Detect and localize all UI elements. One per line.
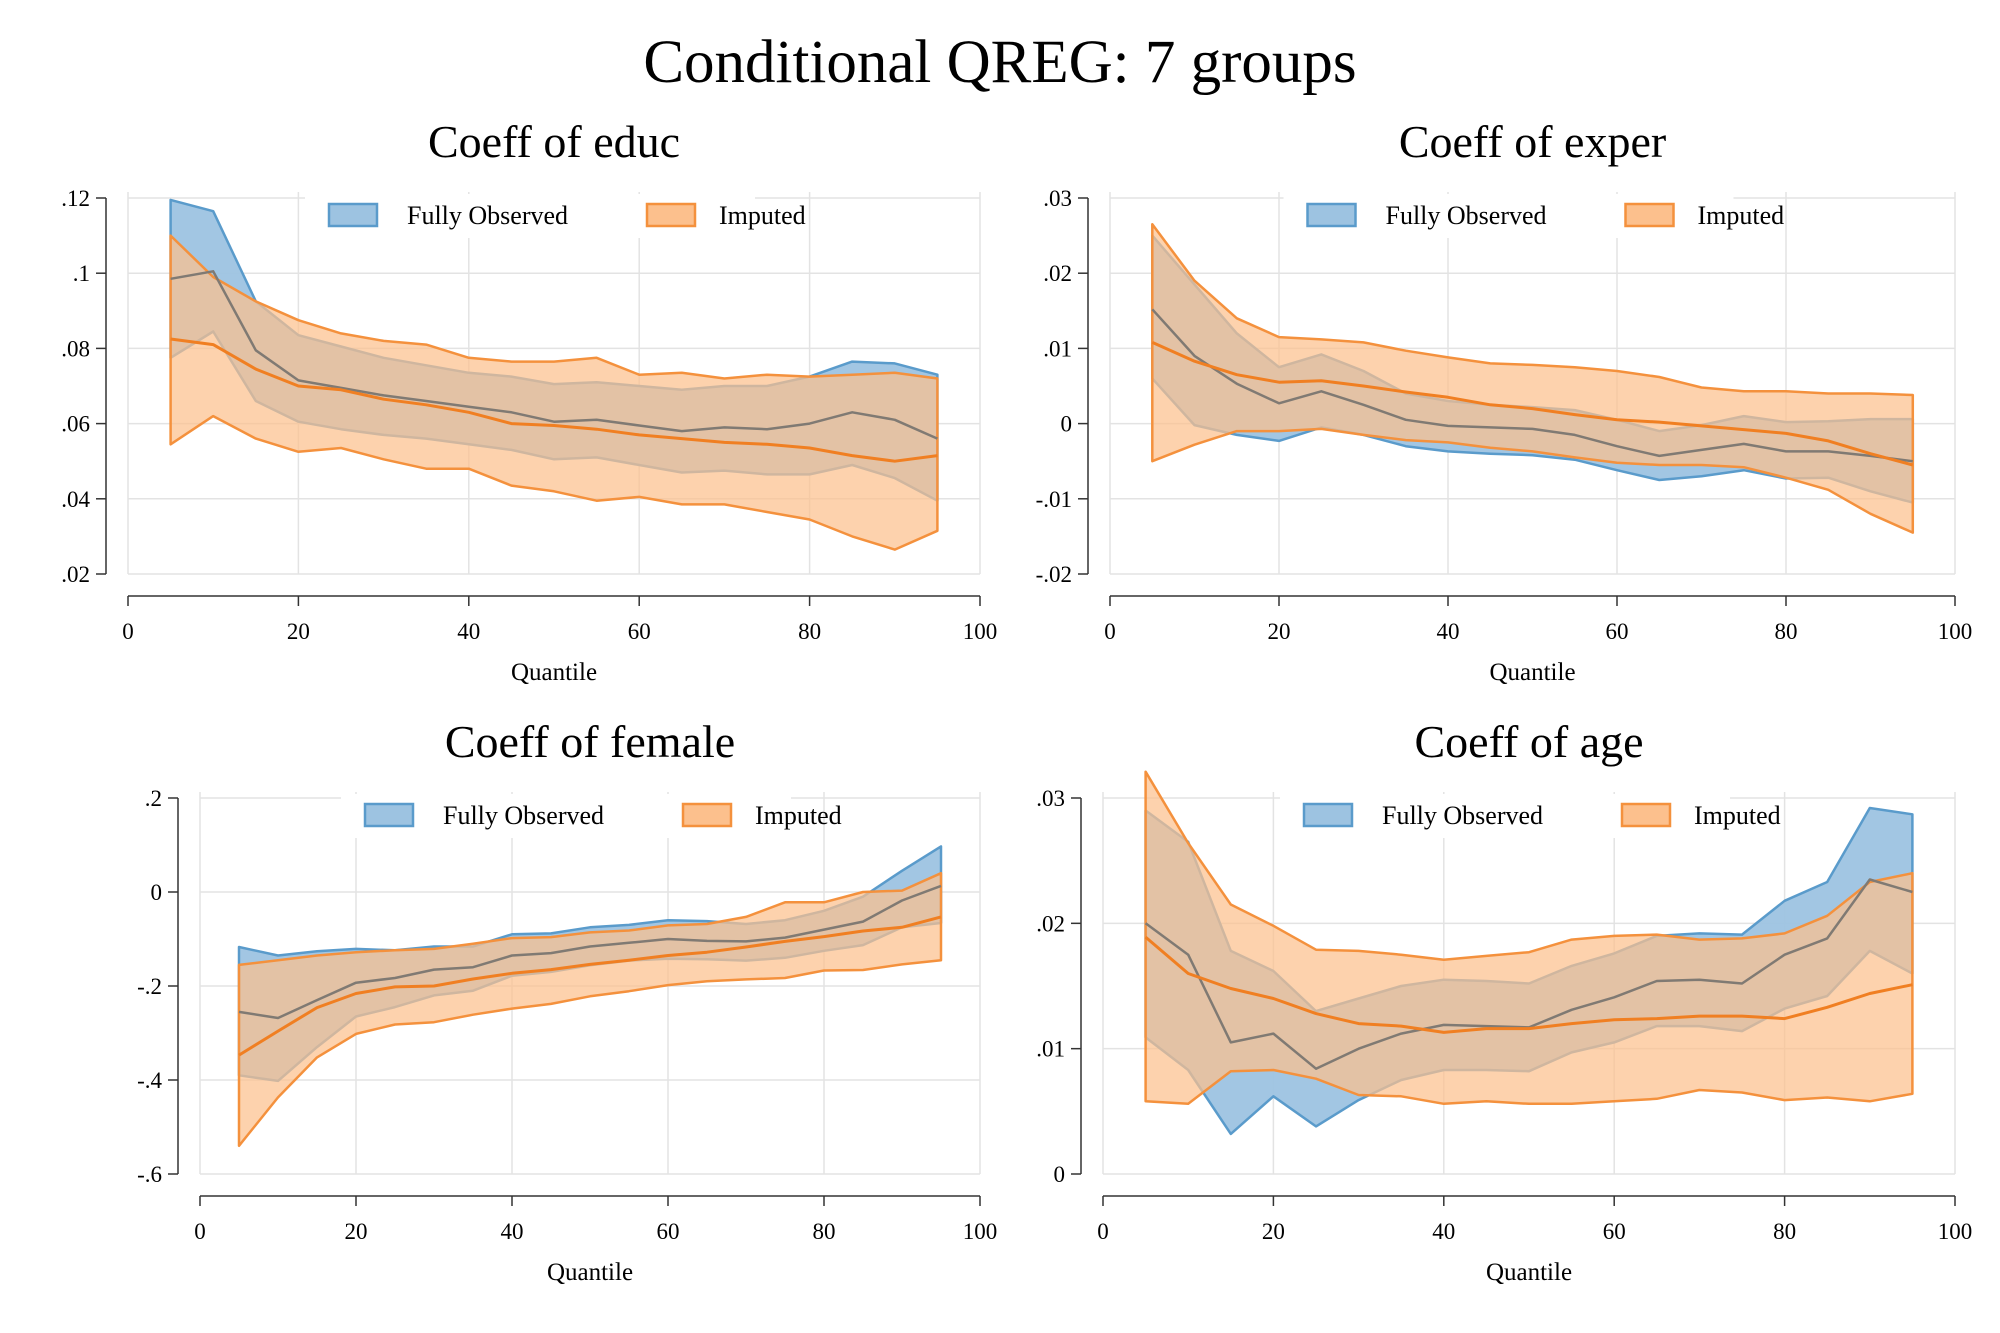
legend-label-imputed: Imputed — [719, 201, 806, 230]
imputed-band — [1144, 770, 1914, 1106]
imputed-band — [237, 871, 943, 1148]
x-tick-label: 60 — [628, 619, 651, 644]
legend-label-imputed: Imputed — [1694, 801, 1781, 830]
x-tick-label: 80 — [1773, 1219, 1796, 1244]
x-tick-label: 100 — [963, 619, 998, 644]
panel-title: Coeff of age — [1414, 716, 1643, 767]
x-tick-label: 20 — [1262, 1219, 1285, 1244]
x-axis-title: Quantile — [547, 1259, 633, 1286]
x-tick-label: 100 — [1938, 1219, 1973, 1244]
y-tick-label: -.4 — [137, 1068, 162, 1093]
legend-swatch-imputed — [1620, 802, 1672, 828]
imputed-estimate-line — [1144, 935, 1913, 1034]
panel-educ: Coeff of educ .02 .04 .06 .08 .1 .12 0 20 40 60 80 1… — [61, 116, 997, 686]
x-tick-label: 60 — [1603, 1219, 1626, 1244]
observed-estimate-line — [170, 270, 938, 440]
x-axis-title: Quantile — [1486, 1259, 1572, 1286]
imputed-band — [1151, 223, 1915, 534]
y-tick-label: .2 — [145, 786, 162, 811]
x-tick-label: 20 — [345, 1219, 368, 1244]
legend-swatch-imputed — [1624, 202, 1675, 228]
panel-title: Coeff of educ — [428, 116, 680, 167]
imputed-band — [169, 234, 939, 551]
x-tick-label: 40 — [457, 619, 480, 644]
legend-label-observed: Fully Observed — [1382, 801, 1543, 830]
legend-label-imputed: Imputed — [1698, 201, 1785, 230]
x-tick-label: 40 — [1437, 619, 1460, 644]
x-tick-label: 100 — [963, 1219, 998, 1244]
y-tick-label: .06 — [61, 412, 90, 437]
y-tick-label: -.01 — [1036, 487, 1072, 512]
x-tick-label: 20 — [287, 619, 310, 644]
y-tick-label: .02 — [1036, 911, 1065, 936]
legend-swatch-imputed — [681, 802, 733, 828]
x-tick-label: 40 — [1432, 1219, 1455, 1244]
y-tick-label: .01 — [1036, 1037, 1065, 1062]
x-tick-label: 0 — [1104, 619, 1116, 644]
x-tick-label: 0 — [122, 619, 134, 644]
figure-title: Conditional QREG: 7 groups — [643, 29, 1357, 96]
y-tick-label: .08 — [61, 336, 90, 361]
legend-label-imputed: Imputed — [755, 801, 842, 830]
y-tick-label: .03 — [1043, 186, 1072, 211]
panel-title: Coeff of female — [445, 716, 735, 767]
observed-estimate-line — [1151, 308, 1913, 463]
y-tick-label: 0 — [1061, 412, 1073, 437]
y-tick-label: .12 — [61, 186, 90, 211]
y-tick-label: .02 — [61, 562, 90, 587]
x-tick-label: 60 — [1606, 619, 1629, 644]
legend-swatch-observed — [327, 202, 379, 228]
x-tick-label: 0 — [1097, 1219, 1109, 1244]
panel-exper: Coeff of exper -.02 -.01 0 .01 .02 .03 0 20 40 60 8… — [1036, 116, 1973, 686]
x-tick-label: 80 — [813, 1219, 836, 1244]
panel-female: Coeff of female -.6 -.4 -.2 0 .2 0 20 40 60 80 100 Q… — [137, 716, 997, 1286]
legend-label-observed: Fully Observed — [407, 201, 568, 230]
y-tick-label: -.2 — [137, 974, 162, 999]
imputed-estimate-line — [170, 337, 938, 463]
y-tick-label: 0 — [151, 880, 163, 905]
x-axis-title: Quantile — [1489, 659, 1575, 686]
y-tick-label: .01 — [1043, 336, 1072, 361]
legend-label-observed: Fully Observed — [443, 801, 604, 830]
legend-label-observed: Fully Observed — [1386, 201, 1547, 230]
y-tick-label: 0 — [1054, 1162, 1066, 1187]
y-tick-label: -.6 — [137, 1162, 162, 1187]
x-tick-label: 80 — [798, 619, 821, 644]
x-tick-label: 20 — [1268, 619, 1291, 644]
panel-title: Coeff of exper — [1399, 116, 1666, 167]
x-axis-title: Quantile — [511, 659, 597, 686]
y-tick-label: -.02 — [1036, 562, 1072, 587]
legend-swatch-observed — [1302, 802, 1354, 828]
x-tick-label: 40 — [501, 1219, 524, 1244]
x-tick-label: 0 — [194, 1219, 206, 1244]
legend-swatch-observed — [1306, 202, 1357, 228]
imputed-estimate-line — [1151, 341, 1914, 467]
y-tick-label: .02 — [1043, 261, 1072, 286]
y-tick-label: .03 — [1036, 786, 1065, 811]
observed-estimate-line — [238, 884, 942, 1020]
panel-age: Coeff of age 0 .01 .02 .03 0 20 40 60 80 100 Quanti… — [1036, 716, 1972, 1286]
x-tick-label: 100 — [1938, 619, 1973, 644]
x-tick-label: 60 — [657, 1219, 680, 1244]
imputed-estimate-line — [238, 915, 942, 1057]
legend-swatch-imputed — [645, 202, 697, 228]
y-tick-label: .1 — [73, 261, 90, 286]
legend-swatch-observed — [363, 802, 415, 828]
y-tick-label: .04 — [61, 487, 90, 512]
x-tick-label: 80 — [1775, 619, 1798, 644]
